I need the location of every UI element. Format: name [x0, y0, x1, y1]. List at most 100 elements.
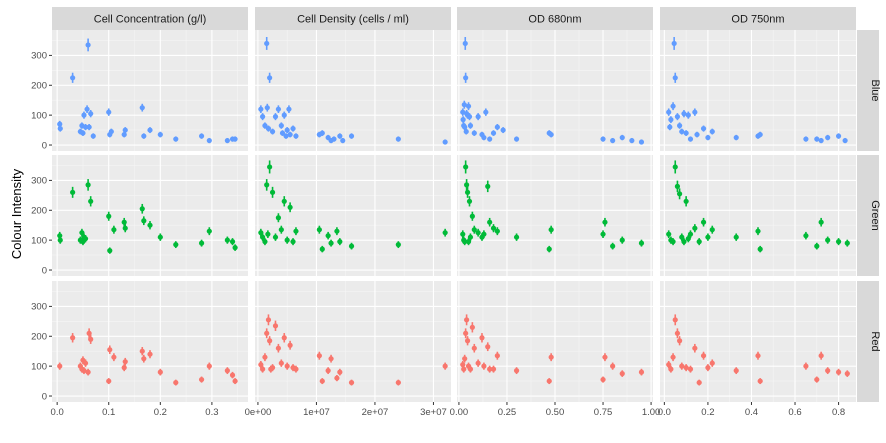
row-strip — [857, 155, 879, 276]
data-point — [272, 114, 279, 120]
data-point — [672, 164, 678, 170]
data-point — [265, 125, 272, 132]
data-point — [757, 378, 763, 384]
data-point — [818, 137, 824, 144]
data-point — [670, 354, 676, 360]
data-point — [284, 127, 290, 133]
y-tick-label: 200 — [31, 206, 47, 217]
data-point — [70, 189, 76, 195]
data-point — [57, 363, 63, 369]
data-point — [692, 225, 698, 231]
data-point — [687, 366, 694, 372]
data-point — [494, 228, 500, 234]
data-point — [463, 164, 469, 170]
data-point — [272, 323, 279, 329]
data-point — [232, 245, 238, 251]
data-point — [275, 345, 282, 351]
data-point — [260, 234, 266, 240]
data-point — [281, 335, 287, 341]
y-tick-label: 300 — [31, 176, 47, 187]
data-point — [683, 365, 689, 371]
data-point — [224, 368, 230, 374]
data-point — [687, 136, 694, 142]
data-point — [141, 356, 147, 362]
data-point — [206, 228, 212, 234]
data-point — [206, 363, 212, 369]
data-point — [283, 133, 289, 139]
data-point — [610, 243, 616, 249]
data-point — [494, 353, 500, 359]
data-point — [500, 127, 506, 133]
data-point — [490, 225, 497, 231]
data-point — [86, 124, 92, 130]
data-point — [287, 204, 293, 210]
x-tick-label: 0.8 — [832, 407, 845, 418]
data-point — [602, 219, 608, 225]
row-strip-label: Red — [869, 331, 881, 351]
data-point — [677, 191, 683, 197]
data-point — [224, 137, 230, 144]
column-strip-label: OD 680nm — [528, 14, 581, 26]
data-point — [287, 131, 293, 138]
data-point — [334, 228, 340, 234]
data-point — [395, 136, 401, 142]
data-point — [479, 335, 485, 341]
column-strip-label: OD 750nm — [731, 14, 784, 26]
data-point — [462, 40, 468, 47]
data-point — [325, 368, 331, 374]
data-point — [705, 234, 711, 240]
data-point — [157, 131, 163, 138]
data-point — [198, 240, 205, 246]
data-point — [157, 234, 163, 240]
data-point — [107, 347, 113, 353]
data-point — [757, 246, 763, 252]
data-point — [281, 198, 287, 204]
data-point — [81, 112, 87, 118]
data-point — [705, 365, 711, 371]
data-point — [106, 378, 112, 384]
data-point — [325, 233, 331, 239]
column-strip — [660, 7, 856, 30]
x-tick-label: 0.50 — [546, 407, 565, 418]
data-point — [490, 366, 497, 372]
y-axis-title: Colour Intensity — [9, 168, 24, 259]
data-point — [670, 103, 676, 109]
data-point — [57, 125, 63, 132]
data-point — [670, 239, 676, 245]
data-point — [667, 124, 673, 130]
data-point — [487, 136, 493, 142]
data-point — [82, 124, 89, 130]
data-point — [279, 130, 286, 136]
data-point — [668, 366, 674, 372]
data-point — [111, 354, 117, 360]
column-strip — [52, 7, 248, 30]
data-point — [284, 237, 290, 243]
data-point — [316, 227, 322, 233]
data-point — [733, 134, 739, 141]
data-point — [319, 378, 325, 384]
data-point — [692, 345, 698, 351]
data-point — [709, 128, 715, 135]
data-point — [122, 127, 128, 133]
data-point — [694, 131, 700, 138]
data-point — [293, 366, 299, 372]
data-point — [700, 125, 707, 132]
data-point — [462, 239, 468, 245]
data-point — [467, 123, 474, 129]
data-point — [141, 218, 147, 224]
data-point — [466, 114, 473, 120]
data-point — [485, 344, 491, 350]
data-point — [619, 371, 625, 377]
data-point — [814, 136, 820, 142]
data-point — [629, 137, 635, 144]
data-point — [395, 242, 401, 248]
x-tick-label: 1e+07 — [303, 407, 330, 418]
data-point — [481, 231, 487, 237]
data-point — [814, 243, 820, 249]
data-point — [548, 227, 554, 233]
data-point — [267, 164, 273, 170]
data-point — [206, 137, 212, 144]
data-point — [284, 363, 290, 369]
x-tick-label: 0e+00 — [245, 407, 272, 418]
data-point — [825, 237, 831, 243]
